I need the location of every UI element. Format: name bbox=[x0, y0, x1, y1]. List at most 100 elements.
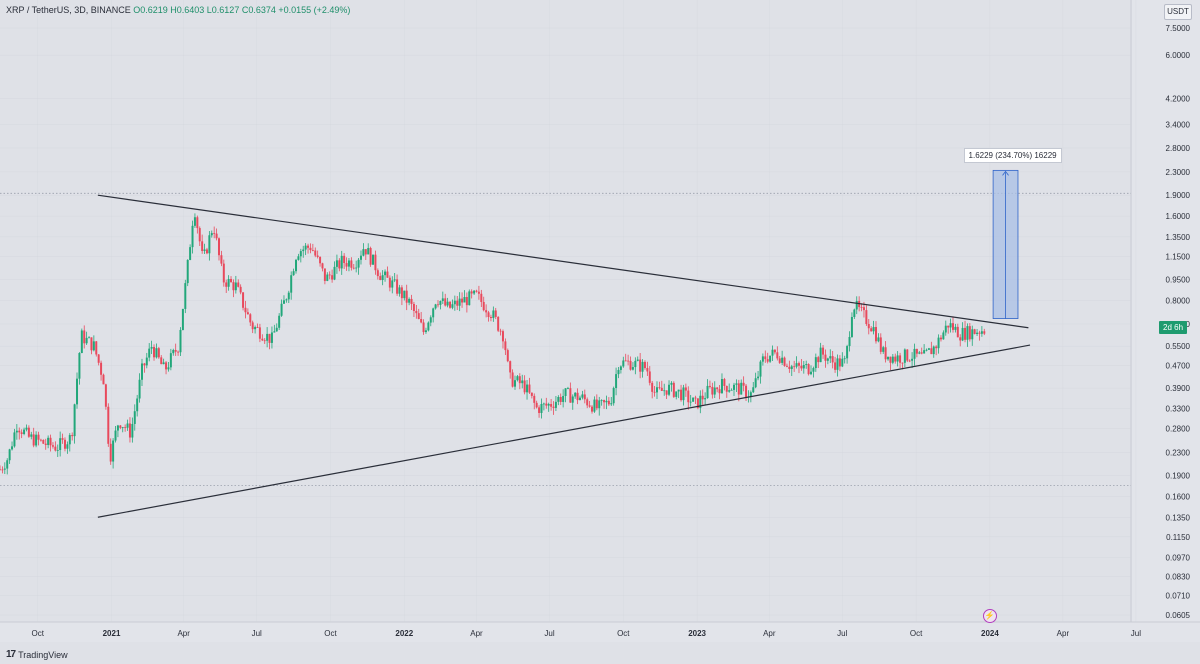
candle-body-219 bbox=[526, 384, 529, 393]
candle-body-164 bbox=[393, 279, 396, 281]
candle-body-120 bbox=[287, 292, 290, 300]
candle-body-212 bbox=[509, 361, 512, 373]
candle-body-381 bbox=[915, 348, 918, 354]
candle-body-5 bbox=[11, 446, 14, 450]
candle-body-215 bbox=[516, 376, 519, 381]
candle-body-159 bbox=[381, 275, 384, 281]
candle-body-255 bbox=[612, 388, 615, 404]
candle-body-269 bbox=[646, 368, 649, 372]
tv-logo-text: TradingView bbox=[18, 649, 68, 660]
candle-body-409 bbox=[983, 331, 986, 334]
candle-body-115 bbox=[275, 327, 278, 332]
candle-body-144 bbox=[345, 263, 348, 267]
candle-body-208 bbox=[499, 330, 502, 332]
candle-body-17 bbox=[39, 439, 42, 441]
candle-body-310 bbox=[745, 385, 748, 398]
candle-body-14 bbox=[32, 434, 35, 446]
candle-body-69 bbox=[165, 362, 168, 370]
candle-body-20 bbox=[47, 437, 50, 445]
candle-body-134 bbox=[321, 263, 324, 269]
symbol-label[interactable]: XRP / TetherUS, 3D, BINANCE bbox=[6, 5, 131, 15]
candle-body-200 bbox=[480, 293, 483, 302]
candle-body-203 bbox=[487, 312, 490, 318]
tradingview-logo[interactable]: 17 TradingView bbox=[6, 649, 68, 660]
candle-body-388 bbox=[932, 346, 935, 355]
candle-body-349 bbox=[838, 358, 841, 367]
candle-body-209 bbox=[501, 331, 504, 342]
candle-body-117 bbox=[280, 303, 283, 316]
candle-body-244 bbox=[586, 399, 589, 406]
candle-body-342 bbox=[822, 347, 825, 355]
candle-body-336 bbox=[807, 364, 810, 375]
candle-body-132 bbox=[316, 255, 319, 257]
candle-body-313 bbox=[752, 387, 755, 393]
candle-body-334 bbox=[802, 365, 805, 369]
candle-body-59 bbox=[140, 363, 143, 380]
candle-body-398 bbox=[956, 326, 959, 338]
candle-body-191 bbox=[458, 298, 461, 306]
candle-body-372 bbox=[894, 356, 897, 362]
candle-body-395 bbox=[949, 323, 952, 328]
candle-body-175 bbox=[420, 319, 423, 323]
candle-body-193 bbox=[463, 297, 466, 303]
candle-body-340 bbox=[817, 357, 820, 363]
currency-button[interactable]: USDT bbox=[1164, 4, 1192, 20]
candle-body-278 bbox=[668, 384, 671, 395]
candle-body-347 bbox=[834, 362, 837, 370]
y-tick-label-21: 0.1350 bbox=[1166, 513, 1191, 522]
candle-body-355 bbox=[853, 309, 856, 317]
candle-body-207 bbox=[497, 316, 500, 331]
candle-body-246 bbox=[591, 406, 594, 412]
candle-body-102 bbox=[244, 307, 247, 313]
candle-body-329 bbox=[790, 366, 793, 369]
candle-body-113 bbox=[270, 332, 273, 343]
candle-body-361 bbox=[867, 324, 870, 329]
candle-body-333 bbox=[800, 365, 803, 369]
x-tick-label-8: Oct bbox=[617, 629, 630, 638]
candle-body-10 bbox=[23, 429, 26, 434]
candle-body-283 bbox=[680, 389, 683, 401]
candle-body-101 bbox=[242, 292, 245, 308]
candle-body-300 bbox=[720, 379, 723, 394]
candle-body-70 bbox=[167, 367, 170, 370]
candle-body-400 bbox=[961, 327, 964, 341]
candle-body-31 bbox=[73, 404, 76, 437]
candle-body-316 bbox=[759, 361, 762, 377]
candle-body-199 bbox=[477, 291, 480, 294]
x-tick-label-2: Apr bbox=[177, 629, 190, 638]
candle-body-85 bbox=[203, 249, 206, 251]
tv-logo-icon: 17 bbox=[6, 649, 16, 660]
candle-body-393 bbox=[944, 325, 947, 333]
candle-body-1 bbox=[1, 469, 4, 471]
candle-body-204 bbox=[489, 317, 492, 319]
candle-body-407 bbox=[978, 332, 981, 334]
candle-body-194 bbox=[465, 297, 468, 306]
candle-body-384 bbox=[923, 350, 926, 354]
candle-body-130 bbox=[311, 250, 314, 251]
candle-body-169 bbox=[405, 290, 408, 303]
candle-body-124 bbox=[297, 256, 300, 260]
y-tick-label-13: 0.5500 bbox=[1166, 342, 1191, 351]
candle-body-149 bbox=[357, 259, 360, 268]
candle-body-95 bbox=[227, 278, 230, 287]
candle-body-268 bbox=[643, 361, 646, 369]
y-tick-label-9: 1.1500 bbox=[1166, 252, 1191, 261]
candle-body-358 bbox=[860, 307, 863, 308]
candle-body-32 bbox=[76, 378, 79, 405]
candle-body-16 bbox=[37, 434, 40, 440]
candle-body-323 bbox=[776, 352, 779, 359]
y-tick-label-20: 0.1600 bbox=[1166, 493, 1191, 502]
candle-body-92 bbox=[220, 255, 223, 264]
candle-body-163 bbox=[391, 280, 394, 288]
candle-body-60 bbox=[143, 363, 146, 366]
candle-body-195 bbox=[468, 291, 471, 306]
candle-body-177 bbox=[424, 330, 427, 333]
candle-body-80 bbox=[191, 225, 194, 248]
candle-body-369 bbox=[887, 356, 890, 360]
candle-body-150 bbox=[359, 255, 362, 260]
y-tick-label-26: 0.0605 bbox=[1166, 611, 1191, 620]
candle-body-294 bbox=[706, 385, 709, 399]
lightning-alert-icon[interactable]: ⚡ bbox=[982, 609, 997, 623]
candle-body-364 bbox=[874, 327, 877, 342]
